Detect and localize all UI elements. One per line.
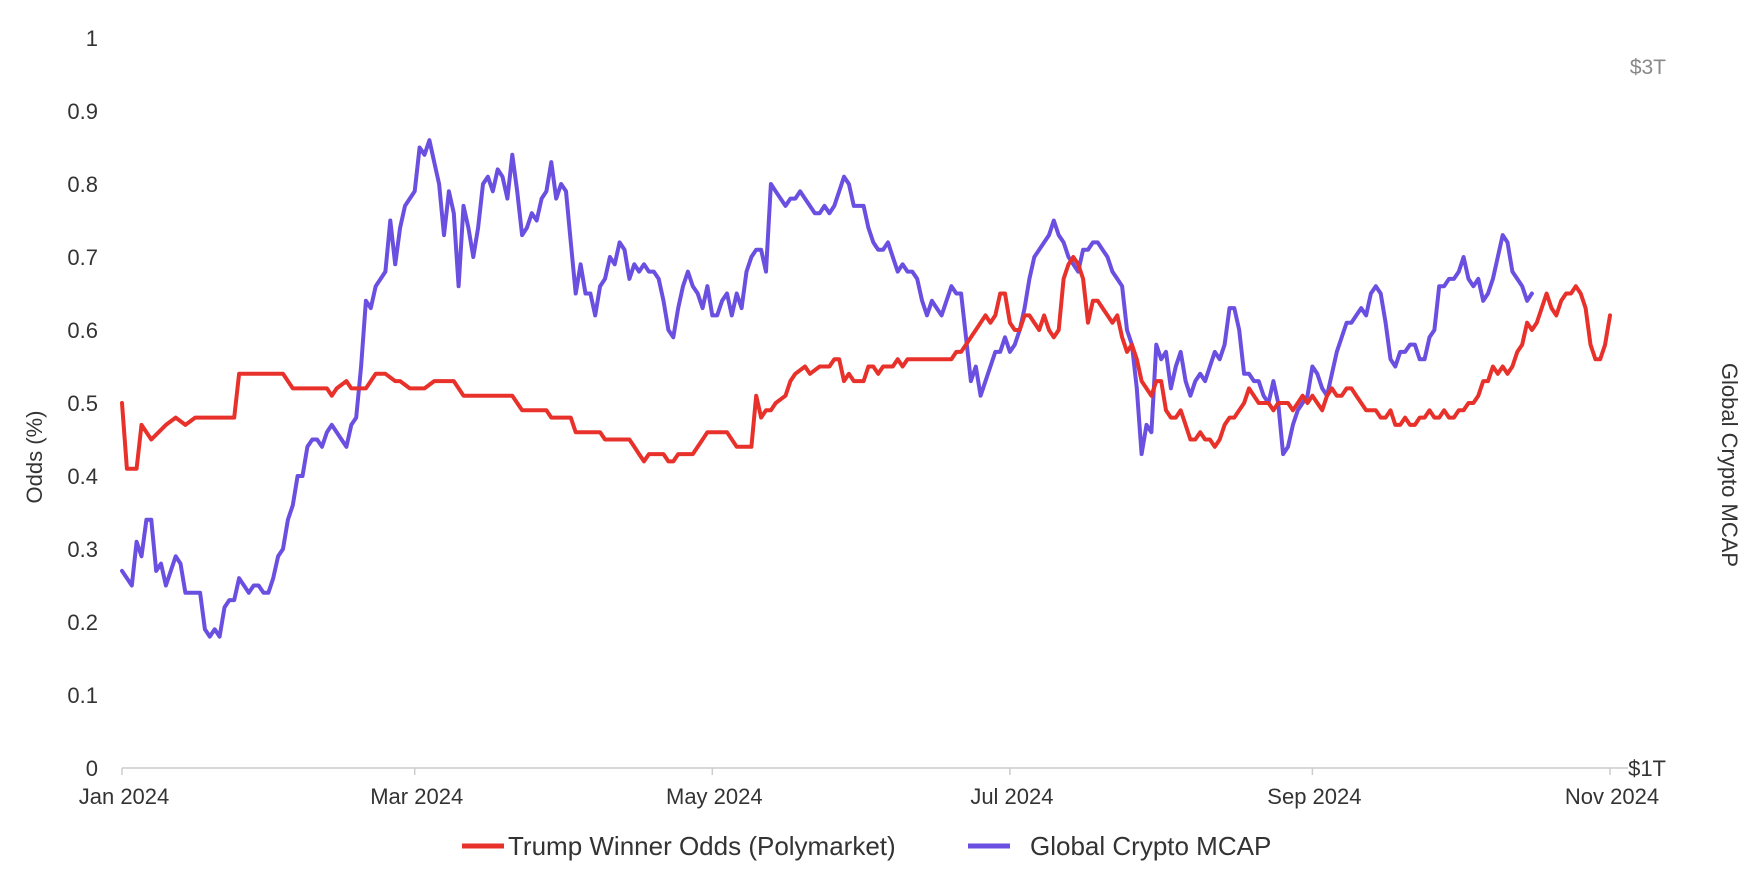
y-tick-label: 0.9 — [67, 99, 98, 124]
y2-axis-title: Global Crypto MCAP — [1717, 363, 1742, 567]
x-axis: Jan 2024 Mar 2024 May 2024 Jul 2024 Sep 2024… — [79, 768, 1659, 809]
x-tick-label: May 2024 — [666, 784, 763, 809]
y-tick-label: 0.8 — [67, 172, 98, 197]
x-tick-label: Jul 2024 — [970, 784, 1053, 809]
legend: Trump Winner Odds (Polymarket) Global Cry… — [462, 831, 1271, 861]
x-tick-label: Mar 2024 — [370, 784, 463, 809]
x-tick-label: Sep 2024 — [1267, 784, 1361, 809]
y-tick-label: 0.5 — [67, 391, 98, 416]
y-tick-label: 0.4 — [67, 464, 98, 489]
series-line-trump-odds — [120, 255, 1612, 471]
x-tick-label: Nov 2024 — [1565, 784, 1659, 809]
y-axis-left: 0 0.1 0.2 0.3 0.4 0.5 0.6 0.7 0.8 0.9 1 — [67, 26, 98, 781]
y-axis-right: $1T $3T — [1628, 56, 1666, 781]
y-tick-label: 0.7 — [67, 245, 98, 270]
y-tick-label: 0.2 — [67, 610, 98, 635]
y-axis-title: Odds (%) — [22, 411, 47, 504]
series-group — [120, 138, 1612, 639]
legend-label: Trump Winner Odds (Polymarket) — [508, 831, 896, 861]
y2-tick-label: $1T — [1628, 756, 1666, 781]
series-line-crypto-mcap — [120, 138, 1534, 639]
y-tick-label: 0.6 — [67, 318, 98, 343]
y-tick-label: 0 — [86, 756, 98, 781]
legend-label: Global Crypto MCAP — [1030, 831, 1271, 861]
y-tick-label: 1 — [86, 26, 98, 51]
x-tick-label: Jan 2024 — [79, 784, 170, 809]
y-tick-label: 0.3 — [67, 537, 98, 562]
y-tick-label: 0.1 — [67, 683, 98, 708]
y2-tick-label: $3T — [1630, 56, 1666, 79]
